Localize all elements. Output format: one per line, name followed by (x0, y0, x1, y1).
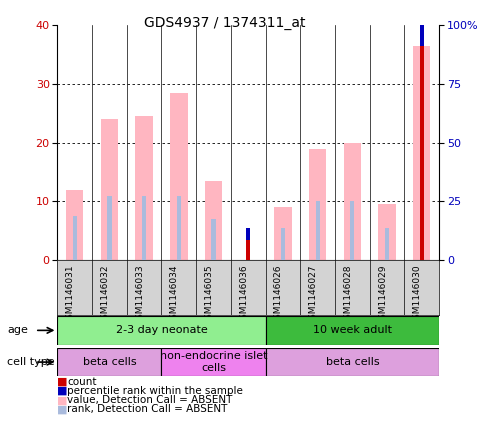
Bar (246, 239, 250, 260)
Text: GSM1146036: GSM1146036 (239, 264, 248, 325)
Bar (205, 181, 222, 260)
Bar (135, 116, 153, 260)
Bar (265, 348, 439, 376)
Bar (142, 195, 146, 260)
Bar (177, 195, 181, 260)
Text: GSM1146027: GSM1146027 (309, 264, 318, 325)
Text: GSM1146031: GSM1146031 (66, 264, 75, 325)
Text: GSM1146032: GSM1146032 (100, 264, 109, 325)
Bar (378, 204, 396, 260)
Bar (344, 143, 361, 260)
Bar (309, 148, 326, 260)
Bar (420, 46, 424, 260)
Text: ■: ■ (57, 404, 68, 415)
Text: percentile rank within the sample: percentile rank within the sample (67, 386, 243, 396)
Bar (385, 228, 389, 260)
Text: non-endocrine islet
cells: non-endocrine islet cells (160, 351, 267, 373)
Text: ■: ■ (57, 386, 68, 396)
Bar (107, 195, 111, 260)
Bar (420, 0, 424, 46)
Bar (212, 219, 216, 260)
Text: beta cells: beta cells (83, 357, 136, 367)
Bar (350, 201, 354, 260)
Bar (274, 207, 291, 260)
Text: ■: ■ (57, 395, 68, 405)
Text: ■: ■ (57, 376, 68, 387)
Bar (315, 201, 320, 260)
Text: GSM1146030: GSM1146030 (413, 264, 422, 325)
Bar (57, 316, 265, 345)
Text: GSM1146034: GSM1146034 (170, 264, 179, 325)
Text: GSM1146033: GSM1146033 (135, 264, 144, 325)
Bar (413, 46, 431, 260)
Bar (57, 348, 162, 376)
Text: GSM1146026: GSM1146026 (274, 264, 283, 325)
Text: 10 week adult: 10 week adult (313, 325, 392, 335)
Bar (66, 190, 83, 260)
Text: count: count (67, 376, 97, 387)
Text: value, Detection Call = ABSENT: value, Detection Call = ABSENT (67, 395, 233, 405)
Text: 2-3 day neonate: 2-3 day neonate (116, 325, 208, 335)
Text: GSM1146029: GSM1146029 (378, 264, 387, 325)
Bar (246, 228, 250, 239)
Bar (265, 316, 439, 345)
Bar (170, 93, 188, 260)
Text: age: age (7, 325, 28, 335)
Bar (281, 228, 285, 260)
Bar (162, 348, 265, 376)
Bar (420, 169, 424, 260)
Text: rank, Detection Call = ABSENT: rank, Detection Call = ABSENT (67, 404, 228, 415)
Text: GSM1146035: GSM1146035 (205, 264, 214, 325)
Text: GDS4937 / 1374311_at: GDS4937 / 1374311_at (144, 16, 305, 30)
Bar (101, 119, 118, 260)
Text: cell type: cell type (7, 357, 55, 367)
Bar (73, 216, 77, 260)
Text: beta cells: beta cells (325, 357, 379, 367)
Text: GSM1146028: GSM1146028 (343, 264, 352, 325)
